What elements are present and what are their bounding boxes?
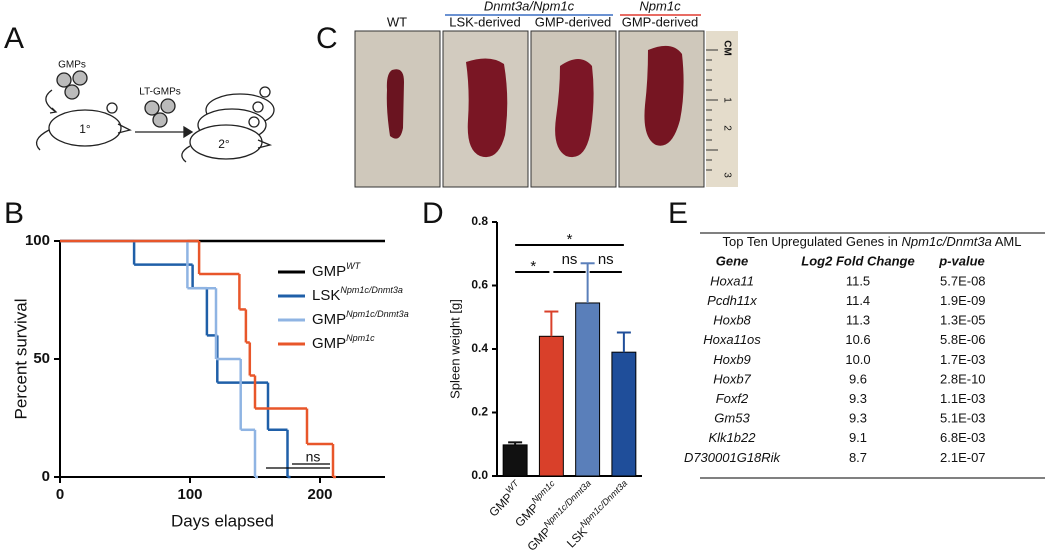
group-label: Npm1c <box>639 0 681 13</box>
fold-change: 9.6 <box>849 371 867 386</box>
gene-name: Foxf2 <box>716 391 749 406</box>
photo-header: GMP-derived <box>535 14 612 29</box>
gene-name: Hoxa11 <box>710 273 754 288</box>
transplant-diagram: GMPs 1° LT-GMPs 2° <box>35 60 275 163</box>
ruler-label: CM <box>721 40 732 56</box>
diagram-label: 2° <box>218 137 230 151</box>
p-value: 6.8E-03 <box>940 430 986 445</box>
diagram-label: LT-GMPs <box>139 87 180 98</box>
y-tick-label: 0.4 <box>471 341 488 355</box>
label-superscript: Npm1c <box>346 333 375 343</box>
label-superscript: Npm1c <box>530 478 558 506</box>
label-text: GMP <box>312 311 346 328</box>
y-tick-label: 0.6 <box>471 278 488 292</box>
bar <box>611 351 637 477</box>
gene-name: D730001G18Rik <box>684 450 782 465</box>
p-value: 1.3E-05 <box>940 313 986 328</box>
legend-label: GMPNpm1c <box>312 333 375 352</box>
gene-name: Klk1b22 <box>709 430 757 445</box>
fold-change: 10.0 <box>845 352 870 367</box>
fold-change: 10.6 <box>845 332 870 347</box>
y-tick-label: 0.2 <box>471 405 488 419</box>
bar <box>575 302 601 477</box>
label-text: GMP <box>312 263 346 280</box>
y-tick-label: 0.0 <box>471 468 488 482</box>
diagram-label: 1° <box>79 122 91 136</box>
title-part: Top Ten Upregulated Genes in <box>723 234 902 249</box>
annotation: ns <box>306 449 321 465</box>
significance-label: ns <box>562 251 578 268</box>
fold-change: 9.3 <box>849 411 867 426</box>
p-value: 5.8E-06 <box>940 332 986 347</box>
gene-name: Hoxa11os <box>703 332 761 347</box>
panel-label: D <box>422 197 444 230</box>
label-text: GMP <box>312 335 346 352</box>
x-tick-label: 200 <box>307 486 332 503</box>
legend-label: GMPWT <box>312 261 362 280</box>
significance-label: * <box>567 231 573 248</box>
photo-header: WT <box>387 14 407 29</box>
x-tick-label: 100 <box>177 486 202 503</box>
p-value: 1.9E-09 <box>940 293 986 308</box>
panel-label: B <box>4 197 24 230</box>
p-value: 5.7E-08 <box>940 273 986 288</box>
x-axis-label: Days elapsed <box>171 511 274 530</box>
gene-name: Gm53 <box>714 411 750 426</box>
p-value: 5.1E-03 <box>940 411 986 426</box>
label-text: LSK <box>312 287 340 304</box>
diagram-label: GMPs <box>58 60 86 71</box>
y-tick-label: 0 <box>42 468 50 485</box>
p-value: 2.8E-10 <box>940 371 986 386</box>
gene-name: Pcdh11x <box>707 293 757 308</box>
table-title: Top Ten Upregulated Genes in Npm1c/Dnmt3… <box>723 234 1022 249</box>
title-part: Npm1c/Dnmt3a <box>902 234 992 249</box>
significance-label: ns <box>598 251 614 268</box>
fold-change: 9.1 <box>849 430 867 445</box>
photo-header: LSK-derived <box>449 14 521 29</box>
panel-label: C <box>316 22 338 55</box>
bar <box>502 444 528 477</box>
label-superscript: Npm1c/Dnmt3a <box>340 285 403 295</box>
ruler-label: 3 <box>721 172 732 178</box>
ruler-label: 1 <box>721 97 732 103</box>
title-part: AML <box>992 234 1022 249</box>
fold-change: 11.5 <box>846 273 870 288</box>
gene-name: Hoxb7 <box>713 371 751 386</box>
ruler-label: 2 <box>721 125 732 131</box>
panel-label: A <box>4 22 24 55</box>
p-value: 2.1E-07 <box>940 450 986 465</box>
legend-label: GMPNpm1c/Dnmt3a <box>312 309 409 328</box>
table-header: Gene <box>716 253 749 268</box>
y-axis-label: Spleen weight [g] <box>447 299 462 399</box>
p-value: 1.1E-03 <box>940 391 986 406</box>
gene-name: Hoxb9 <box>713 352 751 367</box>
x-tick-label: 0 <box>56 486 64 503</box>
fold-change: 11.4 <box>846 293 870 308</box>
y-tick-label: 50 <box>33 350 50 367</box>
group-label: Dnmt3a/Npm1c <box>484 0 575 13</box>
table-header: p-value <box>938 253 985 268</box>
bar <box>538 335 564 477</box>
fold-change: 11.3 <box>846 313 870 328</box>
p-value: 1.7E-03 <box>940 352 986 367</box>
table-header: Log2 Fold Change <box>801 253 914 268</box>
label-superscript: WT <box>346 261 361 271</box>
legend-label: LSKNpm1c/Dnmt3a <box>312 285 403 304</box>
x-tick-label: LSKNpm1c/Dnmt3a <box>562 478 634 550</box>
gene-name: Hoxb8 <box>713 313 751 328</box>
spleen-photos: Dnmt3a/Npm1c Npm1c WT LSK-derived GMP-de… <box>354 0 738 188</box>
y-tick-label: 0.8 <box>471 214 488 228</box>
panel-label: E <box>668 197 688 230</box>
photo-header: GMP-derived <box>622 14 699 29</box>
fold-change: 9.3 <box>849 391 867 406</box>
significance-label: * <box>530 258 536 275</box>
fold-change: 8.7 <box>849 450 867 465</box>
label-superscript: Npm1c/Dnmt3a <box>346 309 409 319</box>
y-tick-label: 100 <box>25 232 50 249</box>
gene-table: Top Ten Upregulated Genes in Npm1c/Dnmt3… <box>684 232 1045 479</box>
y-axis-label: Percent survival <box>11 299 30 420</box>
